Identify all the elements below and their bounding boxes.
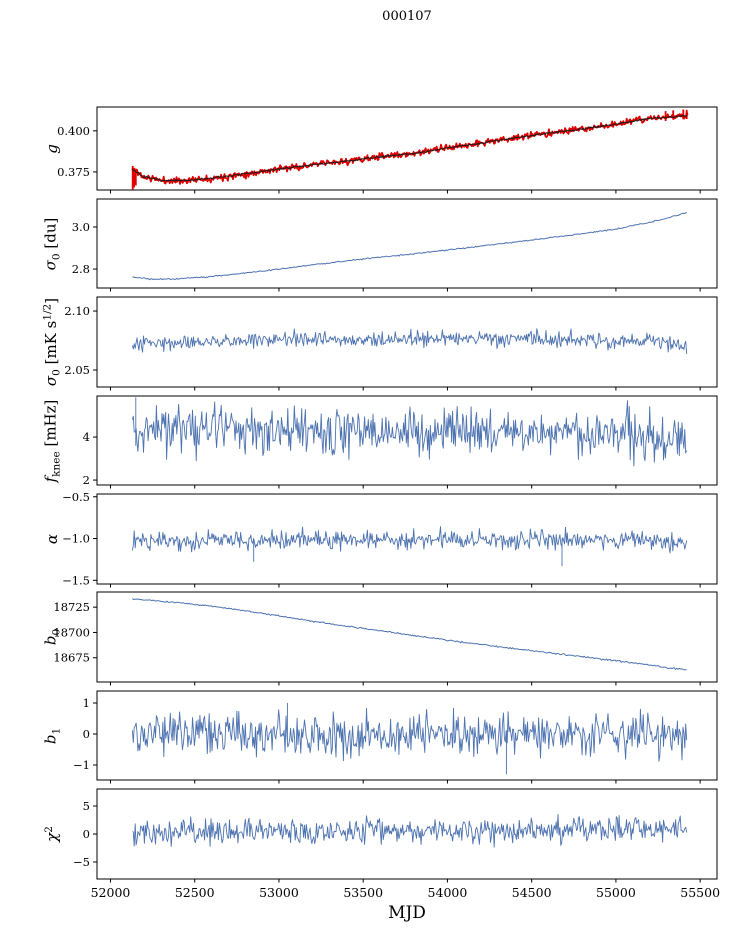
panel-box-sigma0-du xyxy=(96,198,718,289)
x-axis-label: MJD xyxy=(388,903,426,923)
series-sigma0-mks-curve xyxy=(131,328,688,354)
x-tick-label: 53500 xyxy=(343,885,383,900)
y-label-alpha: α xyxy=(43,534,61,544)
y-label-fknee: fknee [mHz] xyxy=(42,399,63,482)
y-tick-label-fknee: 4 xyxy=(83,430,90,444)
series-alpha-curve xyxy=(131,526,688,554)
y-tick-label-chi2: 5 xyxy=(83,799,90,813)
y-tick-label-alpha: −1.0 xyxy=(62,532,90,546)
x-tick-label: 54000 xyxy=(428,885,468,900)
y-tick-label-b1: 0 xyxy=(83,727,90,741)
series-fknee-curve xyxy=(131,400,688,467)
y-label-part-pre: g xyxy=(43,143,61,154)
y-label-part-pre: σ xyxy=(41,259,60,270)
y-tick-label-sigma0-du: 2.8 xyxy=(72,262,90,276)
panel-box-sigma0-mks xyxy=(96,296,718,388)
y-label-part-mid: [mK s xyxy=(41,320,60,370)
y-label-part-sub: 0 xyxy=(50,628,63,636)
y-label-b0: b0 xyxy=(42,629,63,645)
y-label-b1: b1 xyxy=(42,727,63,743)
panel-box-fknee xyxy=(96,395,718,486)
y-label-part-mid: [mHz] xyxy=(41,399,60,451)
series-b1-curve xyxy=(131,707,688,762)
series-g-model xyxy=(131,114,688,183)
series-g-raw xyxy=(131,110,689,185)
y-tick-label-b0: 18675 xyxy=(53,651,90,665)
x-tick-label: 55000 xyxy=(596,885,636,900)
x-tick-label: 52500 xyxy=(175,885,215,900)
y-tick-label-b0: 18700 xyxy=(53,625,90,639)
x-tick-label: 54500 xyxy=(512,885,552,900)
panel-box-b1 xyxy=(96,690,718,781)
y-label-part-sub: knee xyxy=(50,450,63,477)
y-tick-label-b1: −1 xyxy=(73,758,90,772)
y-label-g: g xyxy=(43,144,61,154)
y-tick-label-chi2: 0 xyxy=(83,827,90,841)
y-tick-label-alpha: −1.5 xyxy=(62,573,90,587)
panel-box-b0 xyxy=(96,591,718,683)
y-label-part-sub: 0 xyxy=(50,369,63,376)
y-label-part-pre: α xyxy=(43,533,61,545)
y-label-part-pre: b xyxy=(41,635,60,646)
figure-title: 000107 xyxy=(382,9,432,24)
y-label-part-post: ] xyxy=(41,297,60,304)
y-label-part-sub: 0 xyxy=(50,252,63,260)
y-tick-label-sigma0-mks: 2.05 xyxy=(64,363,90,377)
y-label-part-pre: χ xyxy=(43,832,62,842)
y-label-part-mid: [du] xyxy=(41,217,60,253)
series-b0-curve xyxy=(132,598,687,671)
y-tick-label-sigma0-mks: 2.10 xyxy=(64,304,90,318)
y-label-part-sub: 1 xyxy=(50,727,63,735)
y-tick-label-alpha: −0.5 xyxy=(62,490,90,504)
x-tick-label: 53000 xyxy=(259,885,299,900)
y-label-part-pre: b xyxy=(41,734,60,744)
series-sigma0-du-curve xyxy=(132,211,687,281)
y-label-part-pre: σ xyxy=(41,375,60,387)
series-chi2-curve xyxy=(132,814,688,848)
x-tick-label: 55500 xyxy=(680,885,720,900)
y-label-part-sup: 2 xyxy=(42,826,55,833)
y-tick-label-g: 0.400 xyxy=(57,124,90,138)
y-tick-label-b0: 18725 xyxy=(53,600,90,614)
x-tick-label: 52000 xyxy=(91,885,131,900)
y-label-sigma0-mks: σ0 [mK s1/2] xyxy=(42,298,63,386)
y-label-chi2: χ2 xyxy=(43,826,61,842)
y-label-part-pre: f xyxy=(41,476,60,482)
y-tick-label-g: 0.375 xyxy=(57,165,90,179)
y-tick-label-b1: 1 xyxy=(83,696,90,710)
panel-box-g xyxy=(96,106,718,191)
y-label-sigma0-du: σ0 [du] xyxy=(42,217,63,270)
y-tick-label-fknee: 2 xyxy=(83,473,90,487)
y-tick-label-sigma0-du: 3.0 xyxy=(72,220,90,234)
y-label-part-sup: 1/2 xyxy=(41,303,54,321)
y-tick-label-chi2: −5 xyxy=(73,855,90,869)
